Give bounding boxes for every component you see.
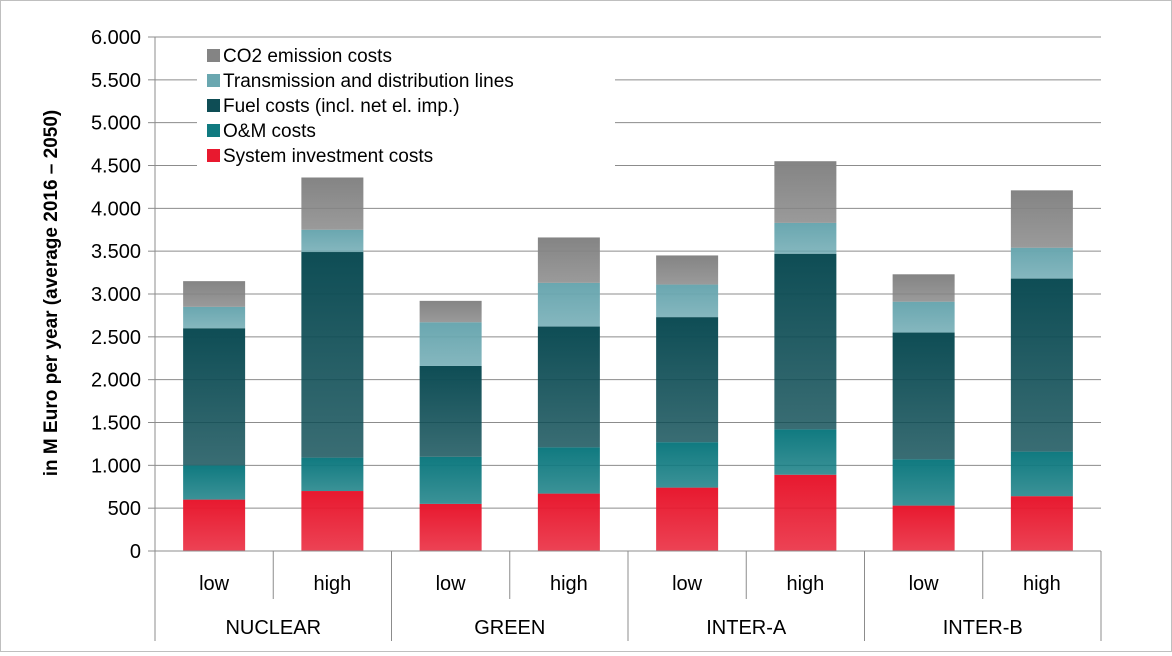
bar-segment-system-investment-costs [301,491,364,551]
group-label: INTER-A [706,617,787,639]
bar-segment-co2-emission-costs [419,300,482,323]
bars [183,161,1073,551]
bar-segment-transmission-and-distribution-lines [656,284,719,318]
bar-segment-o-m-costs [892,459,955,506]
bar-segment-co2-emission-costs [656,255,719,285]
bar-segment-o-m-costs [537,447,600,494]
bar-segment-co2-emission-costs [183,281,246,307]
y-tick-label: 5.000 [91,113,141,135]
bar-segment-transmission-and-distribution-lines [774,222,837,254]
bar-segment-transmission-and-distribution-lines [1010,247,1073,279]
x-tick-label: high [786,573,824,595]
legend-label: Fuel costs (incl. net el. imp.) [223,96,460,117]
bar-segment-system-investment-costs [656,487,719,551]
x-axis-labels: low high low high low high low high NUCLEAR GREEN… [199,573,1061,639]
axes [154,37,1102,641]
bar-segment-o-m-costs [419,456,482,504]
bar-segment-co2-emission-costs [892,274,955,302]
x-tick-label: high [313,573,351,595]
y-tick-label: 3.000 [91,284,141,306]
bar-segment-system-investment-costs [419,503,482,551]
y-tick-label: 6.000 [91,27,141,49]
bar-segment-system-investment-costs [1010,496,1073,551]
bar-segment-co2-emission-costs [774,161,837,223]
x-tick-label: low [909,573,940,595]
bar-segment-fuel-costs-incl-net-el-imp [1010,278,1073,452]
bar-segment-fuel-costs-incl-net-el-imp [892,332,955,460]
legend-swatch [207,99,220,112]
y-tick-label: 1.500 [91,413,141,435]
legend-label: Transmission and distribution lines [223,71,514,92]
bar-segment-system-investment-costs [774,474,837,551]
group-label: GREEN [474,617,545,639]
bar-segment-fuel-costs-incl-net-el-imp [183,328,246,466]
bar-segment-system-investment-costs [892,505,955,551]
y-tick-label: 2.500 [91,327,141,349]
bar-segment-o-m-costs [1010,451,1073,497]
x-tick-label: low [672,573,703,595]
y-tick-label: 4.500 [91,156,141,178]
bar-segment-co2-emission-costs [537,237,600,283]
legend-label: O&M costs [223,121,316,142]
x-tick-label: high [550,573,588,595]
bar-segment-fuel-costs-incl-net-el-imp [301,252,364,458]
y-tick-label: 5.500 [91,70,141,92]
y-tick-label: 2.000 [91,370,141,392]
y-tick-label: 0 [130,541,141,563]
y-tick-labels: 0 500 1.000 1.500 2.000 2.500 3.000 3.500 4.000 4… [91,27,141,563]
bar-segment-fuel-costs-incl-net-el-imp [656,317,719,443]
legend-label: System investment costs [223,146,433,167]
x-tick-label: high [1023,573,1061,595]
bar-segment-fuel-costs-incl-net-el-imp [537,326,600,448]
legend-label: CO2 emission costs [223,46,392,67]
legend-swatch [207,124,220,137]
bar-segment-transmission-and-distribution-lines [892,301,955,333]
bar-segment-fuel-costs-incl-net-el-imp [774,253,837,430]
group-label: INTER-B [943,617,1023,639]
x-tick-label: low [436,573,467,595]
bar-segment-co2-emission-costs [1010,190,1073,248]
bar-segment-fuel-costs-incl-net-el-imp [419,365,482,457]
x-tick-label: low [199,573,230,595]
bar-segment-o-m-costs [656,442,719,488]
legend: CO2 emission costs Transmission and distr… [197,41,615,171]
bar-segment-o-m-costs [183,465,246,500]
legend-swatch [207,49,220,62]
bar-segment-transmission-and-distribution-lines [537,282,600,327]
y-tick-label: 1.000 [91,455,141,477]
bar-segment-co2-emission-costs [301,177,364,230]
y-tick-label: 4.000 [91,198,141,220]
bar-segment-transmission-and-distribution-lines [419,322,482,366]
legend-swatch [207,149,220,162]
bar-segment-o-m-costs [301,457,364,492]
bar-segment-system-investment-costs [183,499,246,551]
bar-segment-system-investment-costs [537,493,600,551]
legend-swatch [207,74,220,87]
bar-segment-o-m-costs [774,429,837,475]
y-tick-label: 3.500 [91,241,141,263]
bar-segment-transmission-and-distribution-lines [301,229,364,253]
group-label: NUCLEAR [225,617,321,639]
bar-segment-transmission-and-distribution-lines [183,306,246,329]
legend-background [197,41,615,171]
y-tick-label: 500 [108,498,141,520]
y-axis-label: in M Euro per year (average 2016 – 2050) [41,110,62,476]
